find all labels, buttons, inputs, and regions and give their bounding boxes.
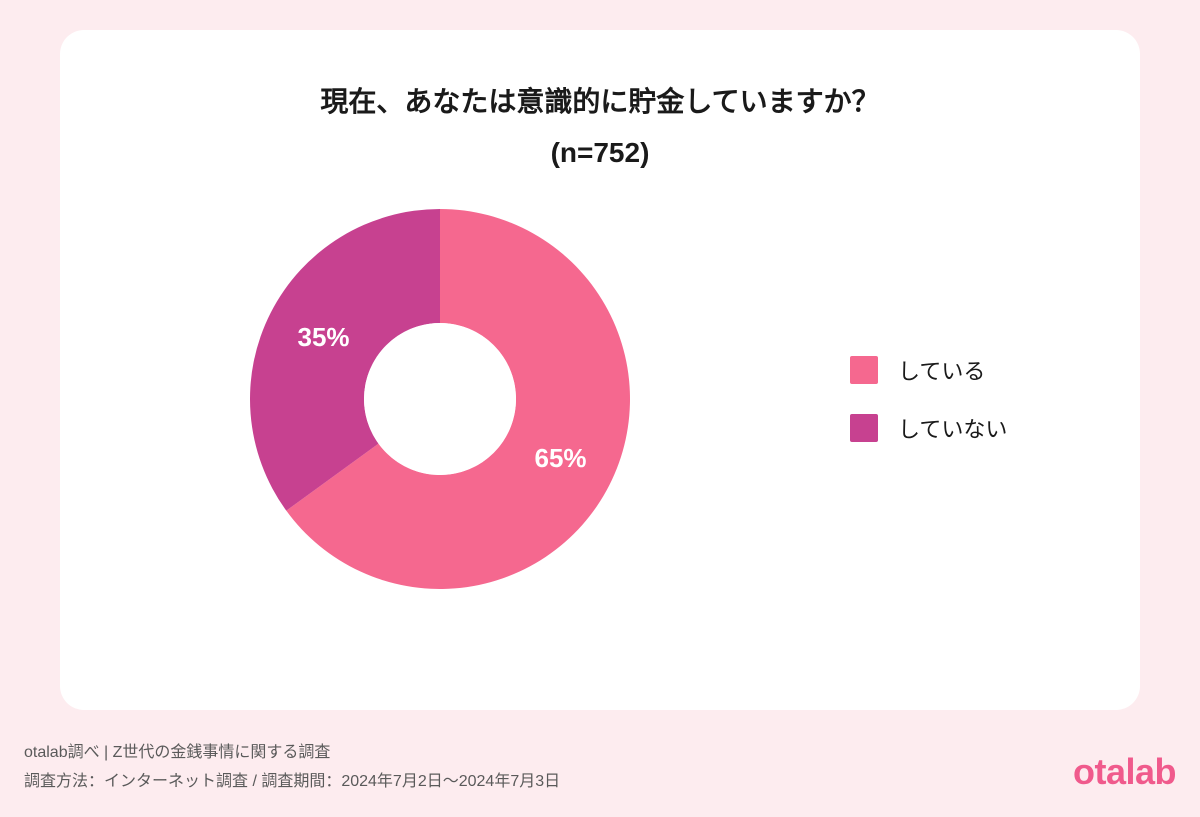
slice-value-0: 65% xyxy=(535,443,587,474)
legend-swatch-0 xyxy=(850,356,878,384)
legend-label-0: している xyxy=(898,354,985,386)
chart-area: 65% 35% している していない xyxy=(110,209,1090,589)
chart-card: 現在、あなたは意識的に貯金していますか？ (n=752) 65% 35% してい… xyxy=(60,30,1140,710)
brand-logo: otalab xyxy=(1073,751,1176,797)
chart-subtitle: (n=752) xyxy=(110,137,1090,169)
donut-svg xyxy=(250,209,630,589)
chart-title: 現在、あなたは意識的に貯金していますか？ xyxy=(110,80,1090,125)
donut-chart: 65% 35% xyxy=(250,209,630,589)
legend-label-1: していない xyxy=(898,412,1007,444)
legend-item-0: している xyxy=(850,354,1007,386)
title-block: 現在、あなたは意識的に貯金していますか？ (n=752) xyxy=(110,80,1090,169)
footer-line-2: 調査方法：インターネット調査 / 調査期間：2024年7月2日～2024年7月3… xyxy=(24,768,560,797)
footer-line-1: otalab調べ | Z世代の金銭事情に関する調査 xyxy=(24,739,560,768)
legend-swatch-1 xyxy=(850,414,878,442)
legend: している していない xyxy=(850,354,1007,444)
footer-text: otalab調べ | Z世代の金銭事情に関する調査 調査方法：インターネット調査… xyxy=(24,739,560,797)
slice-value-1: 35% xyxy=(297,322,349,353)
footer: otalab調べ | Z世代の金銭事情に関する調査 調査方法：インターネット調査… xyxy=(24,739,1176,797)
legend-item-1: していない xyxy=(850,412,1007,444)
